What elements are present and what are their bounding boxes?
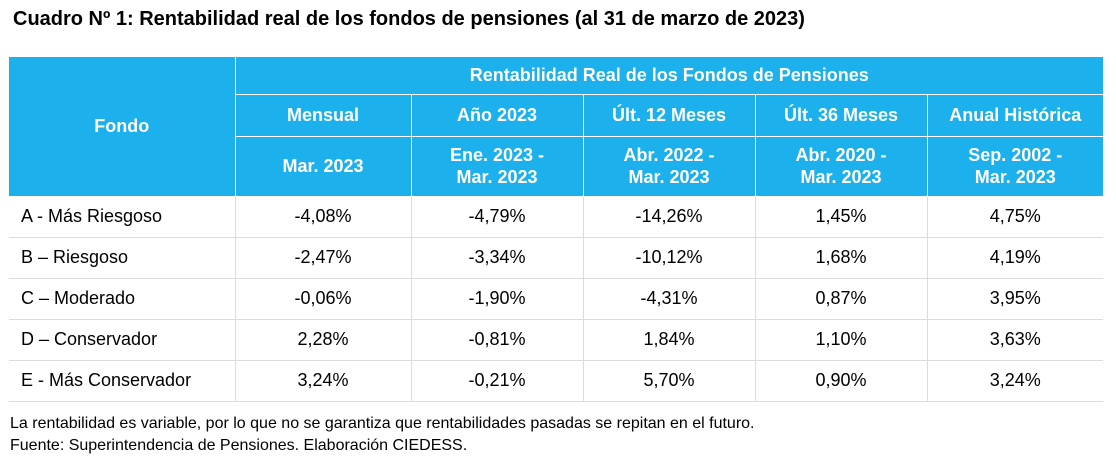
value-cell: 3,63%: [927, 319, 1104, 361]
value-cell: 3,24%: [927, 360, 1104, 402]
value-cell: -10,12%: [583, 237, 756, 279]
value-cell: 1,68%: [755, 237, 928, 279]
value-cell: -4,08%: [235, 196, 412, 238]
value-cell: 4,19%: [927, 237, 1104, 279]
value-cell: -0,06%: [235, 278, 412, 320]
period-header: Abr. 2022 - Mar. 2023: [583, 136, 756, 197]
value-cell: -14,26%: [583, 196, 756, 238]
source-note: Fuente: Superintendencia de Pensiones. E…: [10, 437, 468, 454]
value-cell: -1,90%: [411, 278, 584, 320]
column-header-mensual: Mensual: [235, 94, 412, 137]
value-cell: -4,31%: [583, 278, 756, 320]
value-cell: 5,70%: [583, 360, 756, 402]
value-cell: -0,81%: [411, 319, 584, 361]
value-cell: 1,84%: [583, 319, 756, 361]
value-cell: -3,34%: [411, 237, 584, 279]
page-title: Cuadro Nº 1: Rentabilidad real de los fo…: [13, 8, 805, 30]
column-header-anual-historica: Anual Histórica: [927, 94, 1104, 137]
group-header: Rentabilidad Real de los Fondos de Pensi…: [235, 57, 1104, 95]
column-header-ult-12-meses: Últ. 12 Meses: [583, 94, 756, 137]
value-cell: 1,45%: [755, 196, 928, 238]
fondo-cell: B – Riesgoso: [9, 237, 236, 279]
value-cell: 3,24%: [235, 360, 412, 402]
value-cell: 0,87%: [755, 278, 928, 320]
fondo-cell: C – Moderado: [9, 278, 236, 320]
value-cell: 4,75%: [927, 196, 1104, 238]
disclaimer-note: La rentabilidad es variable, por lo que …: [10, 415, 755, 432]
value-cell: -4,79%: [411, 196, 584, 238]
column-header-ano-2023: Año 2023: [411, 94, 584, 137]
value-cell: 3,95%: [927, 278, 1104, 320]
value-cell: -2,47%: [235, 237, 412, 279]
value-cell: 2,28%: [235, 319, 412, 361]
table-row: E - Más Conservador 3,24% -0,21% 5,70% 0…: [9, 360, 1104, 402]
value-cell: 0,90%: [755, 360, 928, 402]
period-header: Sep. 2002 - Mar. 2023: [927, 136, 1104, 196]
table-row: A - Más Riesgoso -4,08% -4,79% -14,26% 1…: [9, 196, 1104, 238]
period-header: Mar. 2023: [235, 136, 412, 197]
table-row: B – Riesgoso -2,47% -3,34% -10,12% 1,68%…: [9, 237, 1104, 279]
value-cell: -0,21%: [411, 360, 584, 402]
period-header: Ene. 2023 - Mar. 2023: [411, 136, 584, 197]
column-header-fondo: Fondo: [9, 57, 236, 197]
table-row: D – Conservador 2,28% -0,81% 1,84% 1,10%…: [9, 319, 1104, 361]
returns-table: Fondo Rentabilidad Real de los Fondos de…: [9, 57, 1104, 402]
fondo-cell: D – Conservador: [9, 319, 236, 361]
period-header: Abr. 2020 - Mar. 2023: [755, 136, 928, 197]
value-cell: 1,10%: [755, 319, 928, 361]
column-header-ult-36-meses: Últ. 36 Meses: [755, 94, 928, 137]
fondo-cell: A - Más Riesgoso: [9, 196, 236, 238]
table-row: C – Moderado -0,06% -1,90% -4,31% 0,87% …: [9, 278, 1104, 320]
fondo-cell: E - Más Conservador: [9, 360, 236, 402]
